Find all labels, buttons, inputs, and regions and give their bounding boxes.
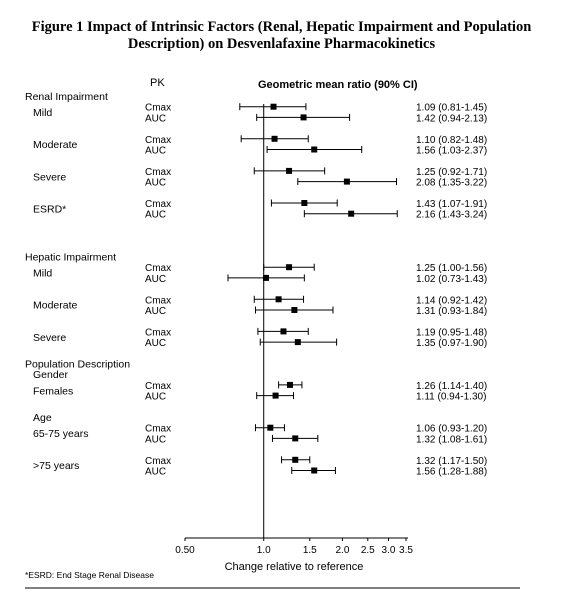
gmr-column-header: Geometric mean ratio (90% CI) bbox=[258, 79, 418, 91]
footnote: *ESRD: End Stage Renal Disease bbox=[25, 570, 154, 580]
point-estimate bbox=[280, 328, 287, 335]
x-tick-label: 0.50 bbox=[175, 545, 195, 556]
group-label: Moderate bbox=[33, 139, 78, 151]
ci-label: 1.09 (0.81-1.45) bbox=[416, 103, 487, 114]
pk-label: AUC bbox=[145, 392, 166, 403]
ci-label: 1.32 (1.08-1.61) bbox=[416, 434, 487, 445]
ci-label: 1.25 (0.92-1.71) bbox=[416, 167, 487, 178]
point-estimate bbox=[343, 178, 350, 185]
ci-label: 2.16 (1.43-3.24) bbox=[416, 210, 487, 221]
pk-label: Cmax bbox=[145, 456, 171, 467]
group-label: 65-75 years bbox=[33, 428, 88, 440]
section-labels: Renal Impairment Hepatic Impairment Popula… bbox=[25, 91, 130, 424]
figure-title-line2: Description) on Desvenlafaxine Pharmacok… bbox=[127, 36, 436, 52]
ci-label: 1.11 (0.94-1.30) bbox=[416, 392, 486, 403]
group-label: ESRD* bbox=[33, 203, 66, 215]
point-estimate bbox=[291, 307, 298, 313]
ci-label: 1.19 (0.95-1.48) bbox=[416, 327, 487, 338]
figure-title-line1: Figure 1 Impact of Intrinsic Factors (Re… bbox=[31, 19, 532, 35]
pk-label: Cmax bbox=[145, 295, 171, 306]
ci-label: 2.08 (1.35-3.22) bbox=[416, 178, 487, 189]
pk-label: Cmax bbox=[145, 135, 171, 146]
point-estimate bbox=[286, 167, 293, 174]
section-label: Hepatic Impairment bbox=[25, 252, 116, 264]
x-axis: 0.50 1.0 1.5 2.0 2.5 3.0 3.5 bbox=[175, 537, 413, 556]
ci-label: 1.42 (0.94-2.13) bbox=[416, 113, 487, 124]
pk-label: AUC bbox=[145, 210, 166, 221]
ci-label: 1.14 (0.92-1.42) bbox=[416, 295, 487, 306]
section-label: Gender bbox=[33, 369, 69, 381]
group-label: Severe bbox=[33, 171, 66, 183]
x-axis-label: Change relative to reference bbox=[225, 561, 364, 573]
group-label: Females bbox=[33, 385, 73, 397]
point-estimate bbox=[300, 114, 307, 121]
ci-label: 1.26 (1.14-1.40) bbox=[416, 381, 487, 392]
pk-label: AUC bbox=[145, 274, 166, 285]
point-estimate bbox=[271, 135, 278, 142]
group-label: Mild bbox=[33, 268, 52, 280]
point-estimate bbox=[267, 424, 274, 431]
plot-marks bbox=[227, 103, 398, 538]
group-label: Mild bbox=[33, 107, 52, 119]
pk-label: Cmax bbox=[145, 424, 171, 435]
pk-label: Cmax bbox=[145, 327, 171, 338]
point-estimate bbox=[286, 264, 293, 271]
point-estimate bbox=[292, 456, 299, 463]
x-tick-label: 2.5 bbox=[361, 545, 375, 556]
ci-label: 1.06 (0.93-1.20) bbox=[416, 424, 487, 435]
pk-label: Cmax bbox=[145, 381, 171, 392]
point-estimate bbox=[301, 200, 308, 206]
pk-label: Cmax bbox=[145, 167, 171, 178]
x-tick-label: 3.0 bbox=[382, 545, 396, 556]
ci-label: 1.02 (0.73-1.43) bbox=[416, 274, 487, 285]
point-estimate bbox=[294, 339, 301, 346]
pk-labels: CmaxAUCCmaxAUCCmaxAUCCmaxAUCCmaxAUCCmaxA… bbox=[145, 103, 171, 478]
pk-label: AUC bbox=[145, 178, 166, 189]
group-label: >75 years bbox=[33, 460, 79, 472]
group-label: Severe bbox=[33, 332, 66, 344]
group-labels: Mild Moderate Severe ESRD* Mild Moderate Sever… bbox=[33, 107, 88, 472]
x-tick-label: 3.5 bbox=[399, 545, 413, 556]
pk-label: Cmax bbox=[145, 199, 171, 210]
pk-label: AUC bbox=[145, 146, 166, 157]
group-label: Moderate bbox=[33, 300, 78, 312]
ci-label: 1.31 (0.93-1.84) bbox=[416, 306, 487, 317]
section-label: Renal Impairment bbox=[25, 91, 108, 103]
section-label: Population Description bbox=[25, 359, 130, 371]
point-estimate bbox=[292, 435, 299, 442]
ci-labels: 1.09 (0.81-1.45)1.42 (0.94-2.13) 1.10 (0.… bbox=[416, 103, 487, 478]
point-estimate bbox=[275, 296, 282, 303]
pk-label: AUC bbox=[145, 338, 166, 349]
point-estimate bbox=[270, 103, 277, 110]
point-estimate bbox=[311, 467, 318, 474]
x-tick-label: 2.0 bbox=[335, 545, 349, 556]
ci-label: 1.43 (1.07-1.91) bbox=[416, 199, 487, 210]
figure-title: Figure 1 Impact of Intrinsic Factors (Re… bbox=[0, 19, 563, 53]
pk-column-header: PK bbox=[150, 77, 165, 89]
ci-label: 1.35 (0.97-1.90) bbox=[416, 338, 487, 349]
point-estimate bbox=[311, 146, 318, 153]
point-estimate bbox=[272, 392, 279, 399]
section-label: Age bbox=[33, 412, 52, 424]
ci-label: 1.56 (1.28-1.88) bbox=[416, 467, 487, 478]
ci-label: 1.10 (0.82-1.48) bbox=[416, 135, 487, 146]
x-tick-label: 1.5 bbox=[303, 545, 317, 556]
pk-label: AUC bbox=[145, 467, 166, 478]
pk-label: Cmax bbox=[145, 103, 171, 114]
ci-label: 1.25 (1.00-1.56) bbox=[416, 263, 487, 274]
pk-label: AUC bbox=[145, 306, 166, 317]
pk-label: Cmax bbox=[145, 263, 171, 274]
pk-label: AUC bbox=[145, 434, 166, 445]
pk-label: AUC bbox=[145, 113, 166, 124]
point-estimate bbox=[286, 381, 293, 388]
ci-label: 1.56 (1.03-2.37) bbox=[416, 146, 487, 157]
ci-label: 1.32 (1.17-1.50) bbox=[416, 456, 487, 467]
point-estimate bbox=[262, 274, 269, 281]
x-tick-label: 1.0 bbox=[257, 545, 271, 556]
point-estimate bbox=[348, 210, 355, 217]
